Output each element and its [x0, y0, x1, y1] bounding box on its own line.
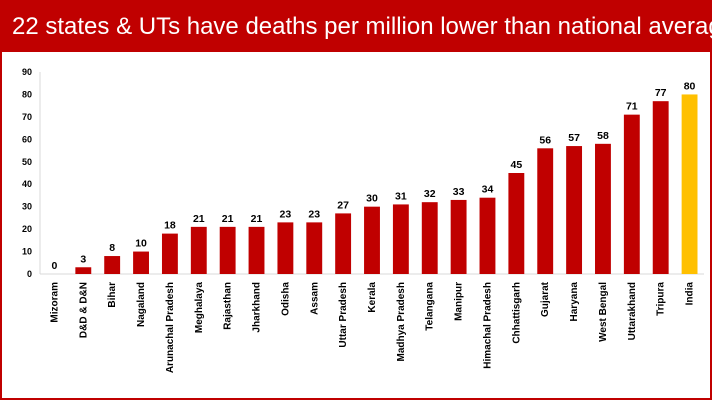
bar — [190, 226, 207, 274]
data-label: 34 — [482, 184, 494, 196]
bar — [652, 101, 669, 274]
category-label: Gujarat — [540, 281, 551, 317]
y-tick-label: 70 — [22, 112, 32, 122]
y-tick-label: 20 — [22, 224, 32, 234]
category-label: Jharkhand — [252, 282, 263, 333]
bar — [248, 226, 265, 274]
data-label: 21 — [193, 213, 205, 225]
data-label: 18 — [164, 220, 176, 232]
category-label: Assam — [309, 282, 320, 315]
y-tick-label: 30 — [22, 202, 32, 212]
bar — [75, 267, 92, 274]
bar — [392, 204, 409, 274]
category-label: Madhya Pradesh — [396, 282, 407, 361]
category-label: Tripura — [656, 282, 667, 316]
data-label: 21 — [222, 213, 234, 225]
data-label: 77 — [655, 87, 667, 99]
y-tick-label: 50 — [22, 157, 32, 167]
category-label: Bihar — [107, 282, 118, 308]
slide-title: 22 states & UTs have deaths per million … — [2, 2, 712, 52]
category-label: Rajasthan — [223, 282, 234, 330]
y-tick-label: 90 — [22, 67, 32, 77]
data-label: 0 — [52, 260, 58, 272]
bar — [219, 226, 236, 274]
category-label: Odisha — [280, 282, 291, 316]
bar — [623, 114, 640, 274]
bar — [681, 94, 698, 274]
data-label: 21 — [251, 213, 263, 225]
data-label: 33 — [453, 186, 465, 198]
category-label: West Bengal — [598, 282, 609, 342]
bar — [479, 197, 496, 274]
bar — [104, 256, 121, 274]
data-label: 31 — [395, 190, 407, 202]
category-label: Manipur — [454, 282, 465, 321]
data-label: 23 — [280, 208, 292, 220]
category-label: Himachal Pradesh — [482, 282, 493, 369]
bars — [75, 94, 698, 274]
data-label: 10 — [135, 238, 147, 250]
bar — [306, 222, 323, 274]
data-label: 8 — [109, 242, 115, 254]
category-label: Arunachal Pradesh — [165, 282, 176, 373]
y-tick-label: 0 — [27, 269, 32, 279]
data-label: 3 — [80, 253, 86, 265]
bar — [364, 206, 380, 274]
category-label: India — [685, 282, 696, 306]
bar — [161, 233, 178, 274]
category-label: Uttar Pradesh — [338, 282, 349, 348]
data-labels: 0 3 8 10 18 21 21 21 23 23 27 30 31 32 33 34 45 56 57 58 71 7… — [52, 80, 696, 272]
data-label: 45 — [511, 159, 523, 171]
data-label: 56 — [539, 134, 551, 146]
data-label: 57 — [568, 132, 580, 144]
data-label: 32 — [424, 188, 436, 200]
data-label: 71 — [626, 101, 638, 113]
data-label: 80 — [684, 80, 696, 92]
bar — [277, 222, 294, 274]
category-label: Meghalaya — [194, 282, 205, 334]
bar — [335, 213, 352, 274]
category-label: Mizoram — [49, 282, 60, 323]
bar — [566, 146, 583, 274]
y-tick-label: 60 — [22, 134, 32, 144]
y-tick-label: 40 — [22, 179, 32, 189]
category-label: Kerala — [367, 282, 378, 313]
category-label: Chhattisgarh — [511, 282, 522, 344]
y-tick-label: 10 — [22, 247, 32, 257]
bar — [537, 148, 554, 274]
bar — [133, 251, 149, 274]
bar — [421, 202, 438, 274]
data-label: 23 — [308, 208, 320, 220]
category-label: Haryana — [569, 282, 580, 322]
bar — [450, 199, 467, 274]
bar — [595, 143, 611, 274]
category-label: Nagaland — [136, 282, 147, 327]
data-label: 58 — [597, 130, 609, 142]
data-label: 30 — [366, 193, 378, 205]
data-label: 27 — [337, 199, 349, 211]
category-labels: Mizoram D&D & D&N Bihar Nagaland Arunachal P… — [49, 281, 695, 373]
category-label: Uttarakhand — [627, 282, 638, 340]
bar — [508, 173, 525, 274]
category-label: D&D & D&N — [78, 282, 89, 338]
bar-chart: 0 10 20 30 40 50 60 70 80 90 0 3 8 10 18 21 21 21 23 23 27 3… — [22, 67, 704, 373]
category-label: Telangana — [425, 282, 436, 331]
y-tick-label: 80 — [22, 89, 32, 99]
